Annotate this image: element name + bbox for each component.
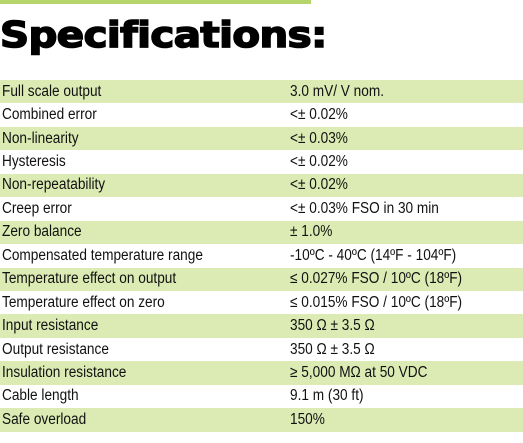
table-row: Compensated temperature range -10ºC - 40… xyxy=(0,244,523,268)
spec-value: <± 0.02% xyxy=(290,153,348,171)
spec-value: <± 0.02% xyxy=(290,176,348,194)
spec-value: 3.0 mV/ V nom. xyxy=(290,82,385,100)
spec-name: Hysteresis xyxy=(2,153,66,171)
spec-name: Safe overload xyxy=(2,410,87,428)
spec-name: Cable length xyxy=(2,387,79,405)
spec-name: Compensated temperature range xyxy=(2,246,203,264)
specifications-table: Full scale output 3.0 mV/ V nom. Combine… xyxy=(0,80,523,432)
table-row: Non-repeatability <± 0.02% xyxy=(0,173,523,198)
spec-value: ≥ 5,000 MΩ at 50 VDC xyxy=(290,363,428,381)
spec-value: 350 Ω ± 3.5 Ω xyxy=(290,340,375,358)
spec-name: Input resistance xyxy=(2,317,99,335)
table-row: Zero balance ± 1.0% xyxy=(0,220,523,245)
spec-value: -10ºC - 40ºC (14ºF - 104ºF) xyxy=(290,246,457,264)
table-row: Full scale output 3.0 mV/ V nom. xyxy=(0,80,523,104)
table-row: Combined error <± 0.02% xyxy=(0,103,523,127)
spec-name: Insulation resistance xyxy=(2,363,127,381)
table-row: Insulation resistance ≥ 5,000 MΩ at 50 V… xyxy=(0,361,523,385)
spec-value: <± 0.03% xyxy=(290,129,348,147)
table-row: Creep error <± 0.03% FSO in 30 min xyxy=(0,197,523,221)
spec-value: <± 0.02% xyxy=(290,106,348,124)
spec-value: ± 1.0% xyxy=(290,223,333,241)
spec-value: 9.1 m (30 ft) xyxy=(290,387,364,405)
spec-name: Creep error xyxy=(2,199,72,217)
spec-name: Combined error xyxy=(2,106,97,124)
top-accent-rule xyxy=(0,0,311,4)
spec-name: Non-repeatability xyxy=(2,176,106,194)
table-row: Output resistance 350 Ω ± 3.5 Ω xyxy=(0,337,523,362)
spec-value: ≤ 0.015% FSO / 10ºC (18ºF) xyxy=(290,293,463,311)
table-row: Cable length 9.1 m (30 ft) xyxy=(0,384,523,409)
spec-name: Temperature effect on zero xyxy=(2,293,165,311)
table-row: Input resistance 350 Ω ± 3.5 Ω xyxy=(0,314,523,338)
table-row: Non-linearity <± 0.03% xyxy=(0,126,523,151)
spec-value: <± 0.03% FSO in 30 min xyxy=(290,199,439,217)
table-row: Temperature effect on zero ≤ 0.015% FSO … xyxy=(0,290,523,315)
spec-value: ≤ 0.027% FSO / 10ºC (18ºF) xyxy=(290,270,463,288)
table-row: Hysteresis <± 0.02% xyxy=(0,150,523,174)
spec-name: Non-linearity xyxy=(2,129,79,147)
table-row: Safe overload 150% xyxy=(0,408,523,432)
spec-name: Zero balance xyxy=(2,223,82,241)
spec-value: 150% xyxy=(290,410,325,428)
spec-value: 350 Ω ± 3.5 Ω xyxy=(290,317,375,335)
table-row: Temperature effect on output ≤ 0.027% FS… xyxy=(0,267,523,291)
spec-name: Full scale output xyxy=(2,82,102,100)
spec-name: Temperature effect on output xyxy=(2,270,177,288)
page-title: Specifications: xyxy=(0,15,328,57)
spec-name: Output resistance xyxy=(2,340,109,358)
